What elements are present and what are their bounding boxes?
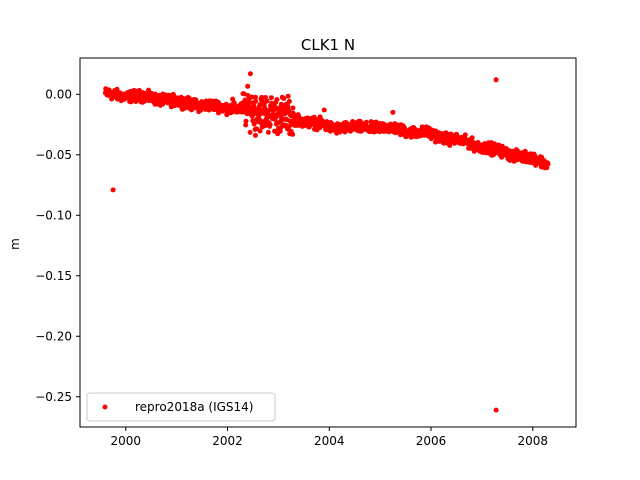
legend-label: repro2018a (IGS14)	[135, 400, 253, 414]
legend-box	[86, 392, 276, 422]
data-point	[243, 122, 249, 128]
data-point	[146, 87, 151, 93]
y-axis-label: m	[8, 238, 22, 250]
data-point	[363, 119, 369, 125]
data-point	[259, 94, 265, 100]
data-point	[277, 128, 283, 134]
data-point	[264, 98, 270, 104]
legend-marker	[102, 404, 108, 410]
x-axis-ticks: 2000 2002 2004 2006 2008	[111, 427, 548, 448]
data-point	[245, 83, 251, 89]
data-point	[290, 105, 296, 111]
y-tick-label: −0.15	[35, 269, 72, 283]
data-point	[251, 121, 257, 127]
data-point	[241, 91, 247, 97]
y-axis-ticks: 0.00 −0.05 −0.10 −0.15 −0.20 −0.25	[35, 87, 80, 404]
x-tick-label: 2004	[314, 434, 345, 448]
y-tick-label: −0.10	[35, 208, 72, 222]
outlier-point	[253, 132, 258, 138]
outlier-point	[110, 187, 116, 193]
data-points	[102, 71, 551, 413]
y-tick-label: −0.20	[35, 329, 72, 343]
x-tick-label: 2006	[416, 434, 447, 448]
outlier-point	[390, 109, 396, 115]
data-point	[469, 135, 475, 141]
data-point	[267, 122, 273, 128]
data-point	[462, 132, 468, 138]
data-point	[262, 105, 268, 111]
data-point	[252, 94, 258, 100]
data-point	[268, 95, 274, 101]
data-point	[286, 98, 292, 104]
data-point	[281, 96, 287, 101]
y-tick-label: −0.25	[35, 390, 72, 404]
data-point	[545, 161, 551, 167]
axes-frame	[79, 57, 577, 428]
data-point	[253, 98, 259, 104]
data-point	[285, 93, 291, 99]
data-point	[243, 118, 249, 124]
outlier-point	[230, 96, 236, 102]
data-point	[247, 129, 253, 135]
y-tick-label: −0.05	[35, 148, 72, 162]
x-tick-label: 2008	[517, 434, 548, 448]
outlier-point	[493, 407, 499, 413]
data-point	[285, 104, 291, 110]
outlier-point	[493, 77, 499, 83]
legend: repro2018a (IGS14)	[86, 392, 276, 422]
data-point	[290, 131, 296, 137]
data-point	[515, 149, 521, 155]
data-point	[265, 129, 271, 135]
data-point	[257, 128, 263, 134]
x-tick-label: 2002	[212, 434, 243, 448]
x-tick-label: 2000	[111, 434, 142, 448]
chart-title: CLK1 N	[301, 36, 355, 54]
y-tick-label: 0.00	[45, 87, 72, 101]
plot-area: 2000 2002 2004 2006 2008 0.00 −0.05 −0.10 −0.15…	[35, 57, 577, 448]
data-point	[274, 97, 280, 103]
data-point	[109, 96, 115, 102]
outlier-point	[321, 107, 327, 113]
outlier-point	[247, 71, 253, 77]
